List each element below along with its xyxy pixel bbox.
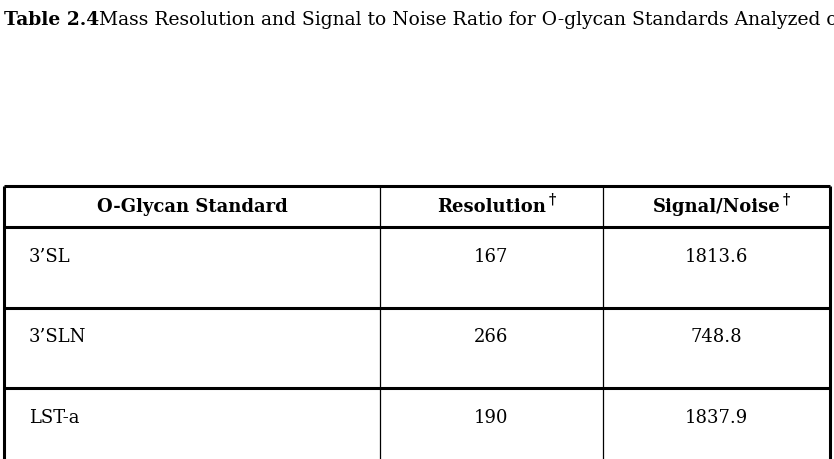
Text: 3’SL: 3’SL xyxy=(29,248,71,266)
Text: 167: 167 xyxy=(474,248,509,266)
Text: O-Glycan Standard: O-Glycan Standard xyxy=(97,197,288,216)
Text: 1813.6: 1813.6 xyxy=(685,248,748,266)
Text: 1837.9: 1837.9 xyxy=(685,409,748,426)
Text: 3’SLN: 3’SLN xyxy=(29,328,86,346)
Text: 748.8: 748.8 xyxy=(691,328,742,346)
Text: 190: 190 xyxy=(474,409,509,426)
Text: Mass Resolution and Signal to Noise Ratio for O-glycan Standards Analyzed on the: Mass Resolution and Signal to Noise Rati… xyxy=(99,11,834,29)
Text: LST-a: LST-a xyxy=(29,409,79,426)
Text: Resolution: Resolution xyxy=(437,197,545,216)
Text: †: † xyxy=(782,193,790,207)
Text: Signal/Noise: Signal/Noise xyxy=(652,197,780,216)
Text: Table 2.4: Table 2.4 xyxy=(4,11,99,29)
Text: 266: 266 xyxy=(474,328,509,346)
Text: †: † xyxy=(548,193,555,207)
